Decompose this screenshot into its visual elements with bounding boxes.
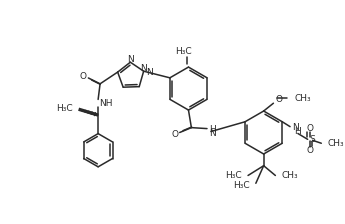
Text: N: N: [209, 129, 216, 138]
Text: H₃C: H₃C: [175, 47, 192, 56]
Text: N: N: [292, 123, 299, 132]
Text: H₃C: H₃C: [56, 104, 73, 113]
Text: O: O: [275, 95, 282, 104]
Text: H: H: [294, 127, 301, 136]
Text: O: O: [171, 130, 178, 139]
Text: N: N: [147, 68, 153, 77]
Text: H: H: [209, 125, 216, 134]
Text: S: S: [309, 135, 315, 144]
Text: O: O: [306, 124, 313, 133]
Text: O: O: [306, 146, 313, 155]
Text: NH: NH: [99, 99, 112, 108]
Text: O: O: [80, 73, 87, 82]
Text: N: N: [140, 64, 147, 73]
Text: CH₃: CH₃: [295, 94, 312, 103]
Text: H₃C: H₃C: [226, 171, 242, 180]
Text: N: N: [127, 55, 134, 64]
Text: CH₃: CH₃: [281, 171, 298, 180]
Text: H₃C: H₃C: [233, 181, 250, 190]
Text: CH₃: CH₃: [327, 139, 344, 148]
